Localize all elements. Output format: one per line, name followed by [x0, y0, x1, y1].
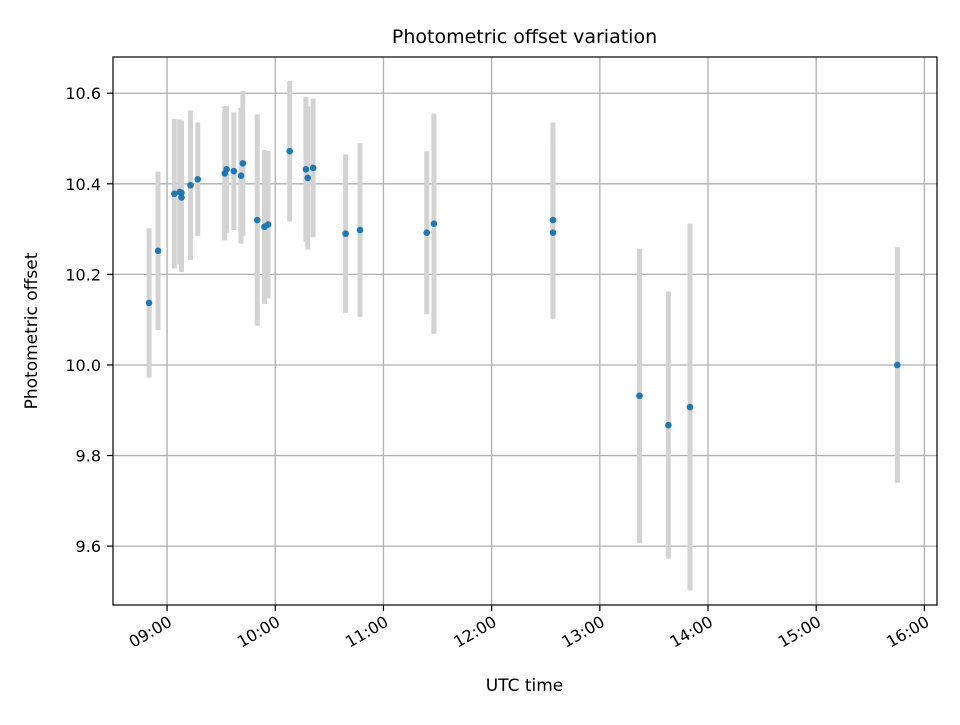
data-point [194, 175, 202, 183]
data-point [145, 299, 153, 307]
plot-frame [112, 56, 938, 606]
data-point [302, 166, 310, 173]
data-point [549, 229, 557, 237]
data-point [423, 229, 431, 237]
data-point [304, 174, 312, 182]
grid [113, 57, 937, 605]
data-point [253, 216, 261, 224]
x-axis-label: UTC time [486, 676, 564, 696]
data-point [171, 190, 178, 198]
y-axis-label: Photometric offset [22, 252, 42, 409]
data-point [264, 221, 272, 228]
data-point [178, 194, 185, 201]
y-axis: 9.6 9.8 10.0 10.2 10.4 10.6 [65, 84, 113, 556]
data-point [342, 230, 349, 237]
data-point [665, 421, 672, 429]
data-point [230, 167, 238, 175]
y-tick-label: 10.2 [65, 265, 101, 284]
data-point [549, 216, 557, 224]
data-point [154, 247, 162, 255]
data-point [894, 361, 901, 369]
data-points [145, 147, 901, 429]
data-point [430, 220, 438, 227]
y-tick-label: 10.6 [65, 84, 101, 103]
y-tick-label: 9.6 [76, 537, 101, 556]
data-point [686, 403, 694, 411]
data-point [356, 226, 364, 234]
data-point [187, 181, 194, 189]
data-point [636, 392, 643, 400]
data-point [309, 164, 317, 172]
y-tick-label: 10.0 [65, 356, 101, 375]
data-point [239, 160, 247, 167]
data-point [178, 189, 185, 197]
chart-title: Photometric offset variation [392, 26, 657, 48]
data-point [237, 172, 245, 179]
data-point [286, 147, 294, 155]
y-tick-label: 9.8 [76, 447, 101, 466]
data-point [223, 166, 230, 173]
y-tick-label: 10.4 [65, 175, 101, 194]
